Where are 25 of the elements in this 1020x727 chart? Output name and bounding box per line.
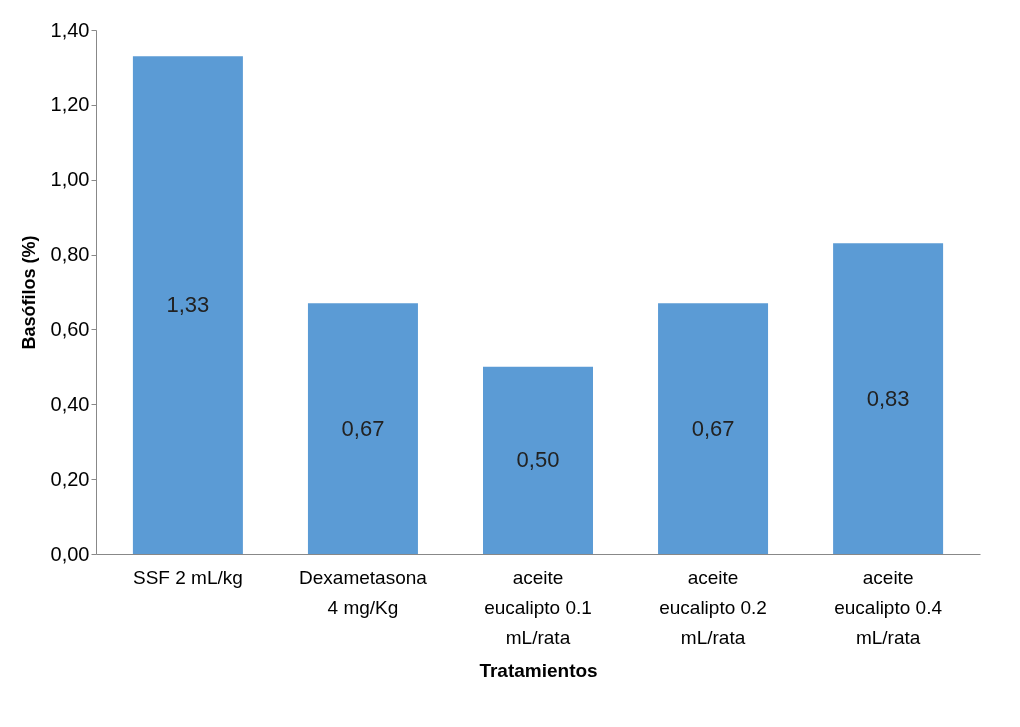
bar (658, 303, 769, 554)
data-label: 0,67 (341, 415, 385, 441)
bar (132, 56, 243, 554)
bar (833, 243, 944, 554)
data-label: 0,50 (516, 447, 560, 473)
y-tick-label: 1,00 (50, 168, 90, 191)
x-tick-label: SSF 2 mL/kg (132, 566, 243, 588)
y-tick-label: 1,20 (50, 93, 90, 116)
x-tick-label: aceite eucalipto 0.4 mL/rata (834, 566, 943, 648)
y-tick-label: 1,40 (50, 18, 90, 41)
x-axis-title: Tratamientos (479, 659, 598, 681)
data-label: 1,33 (166, 292, 210, 318)
bar (307, 303, 418, 554)
data-label: 0,67 (691, 415, 735, 441)
x-tick-label: Dexametasona 4 mg/Kg (299, 566, 428, 618)
y-tick-label: 0,40 (50, 392, 90, 415)
y-tick-label: 0,00 (50, 542, 90, 565)
x-tick-label: aceite eucalipto 0.2 mL/rata (659, 566, 767, 648)
y-tick-label: 0,80 (50, 243, 90, 266)
y-tick-label: 0,60 (50, 317, 90, 340)
y-axis-title: Basófilos (%) (18, 235, 39, 350)
y-tick-label: 0,20 (50, 467, 90, 490)
x-tick-label: aceite eucalipto 0.1 mL/rata (484, 566, 592, 648)
bar (483, 366, 593, 554)
data-label: 0,83 (866, 385, 910, 411)
